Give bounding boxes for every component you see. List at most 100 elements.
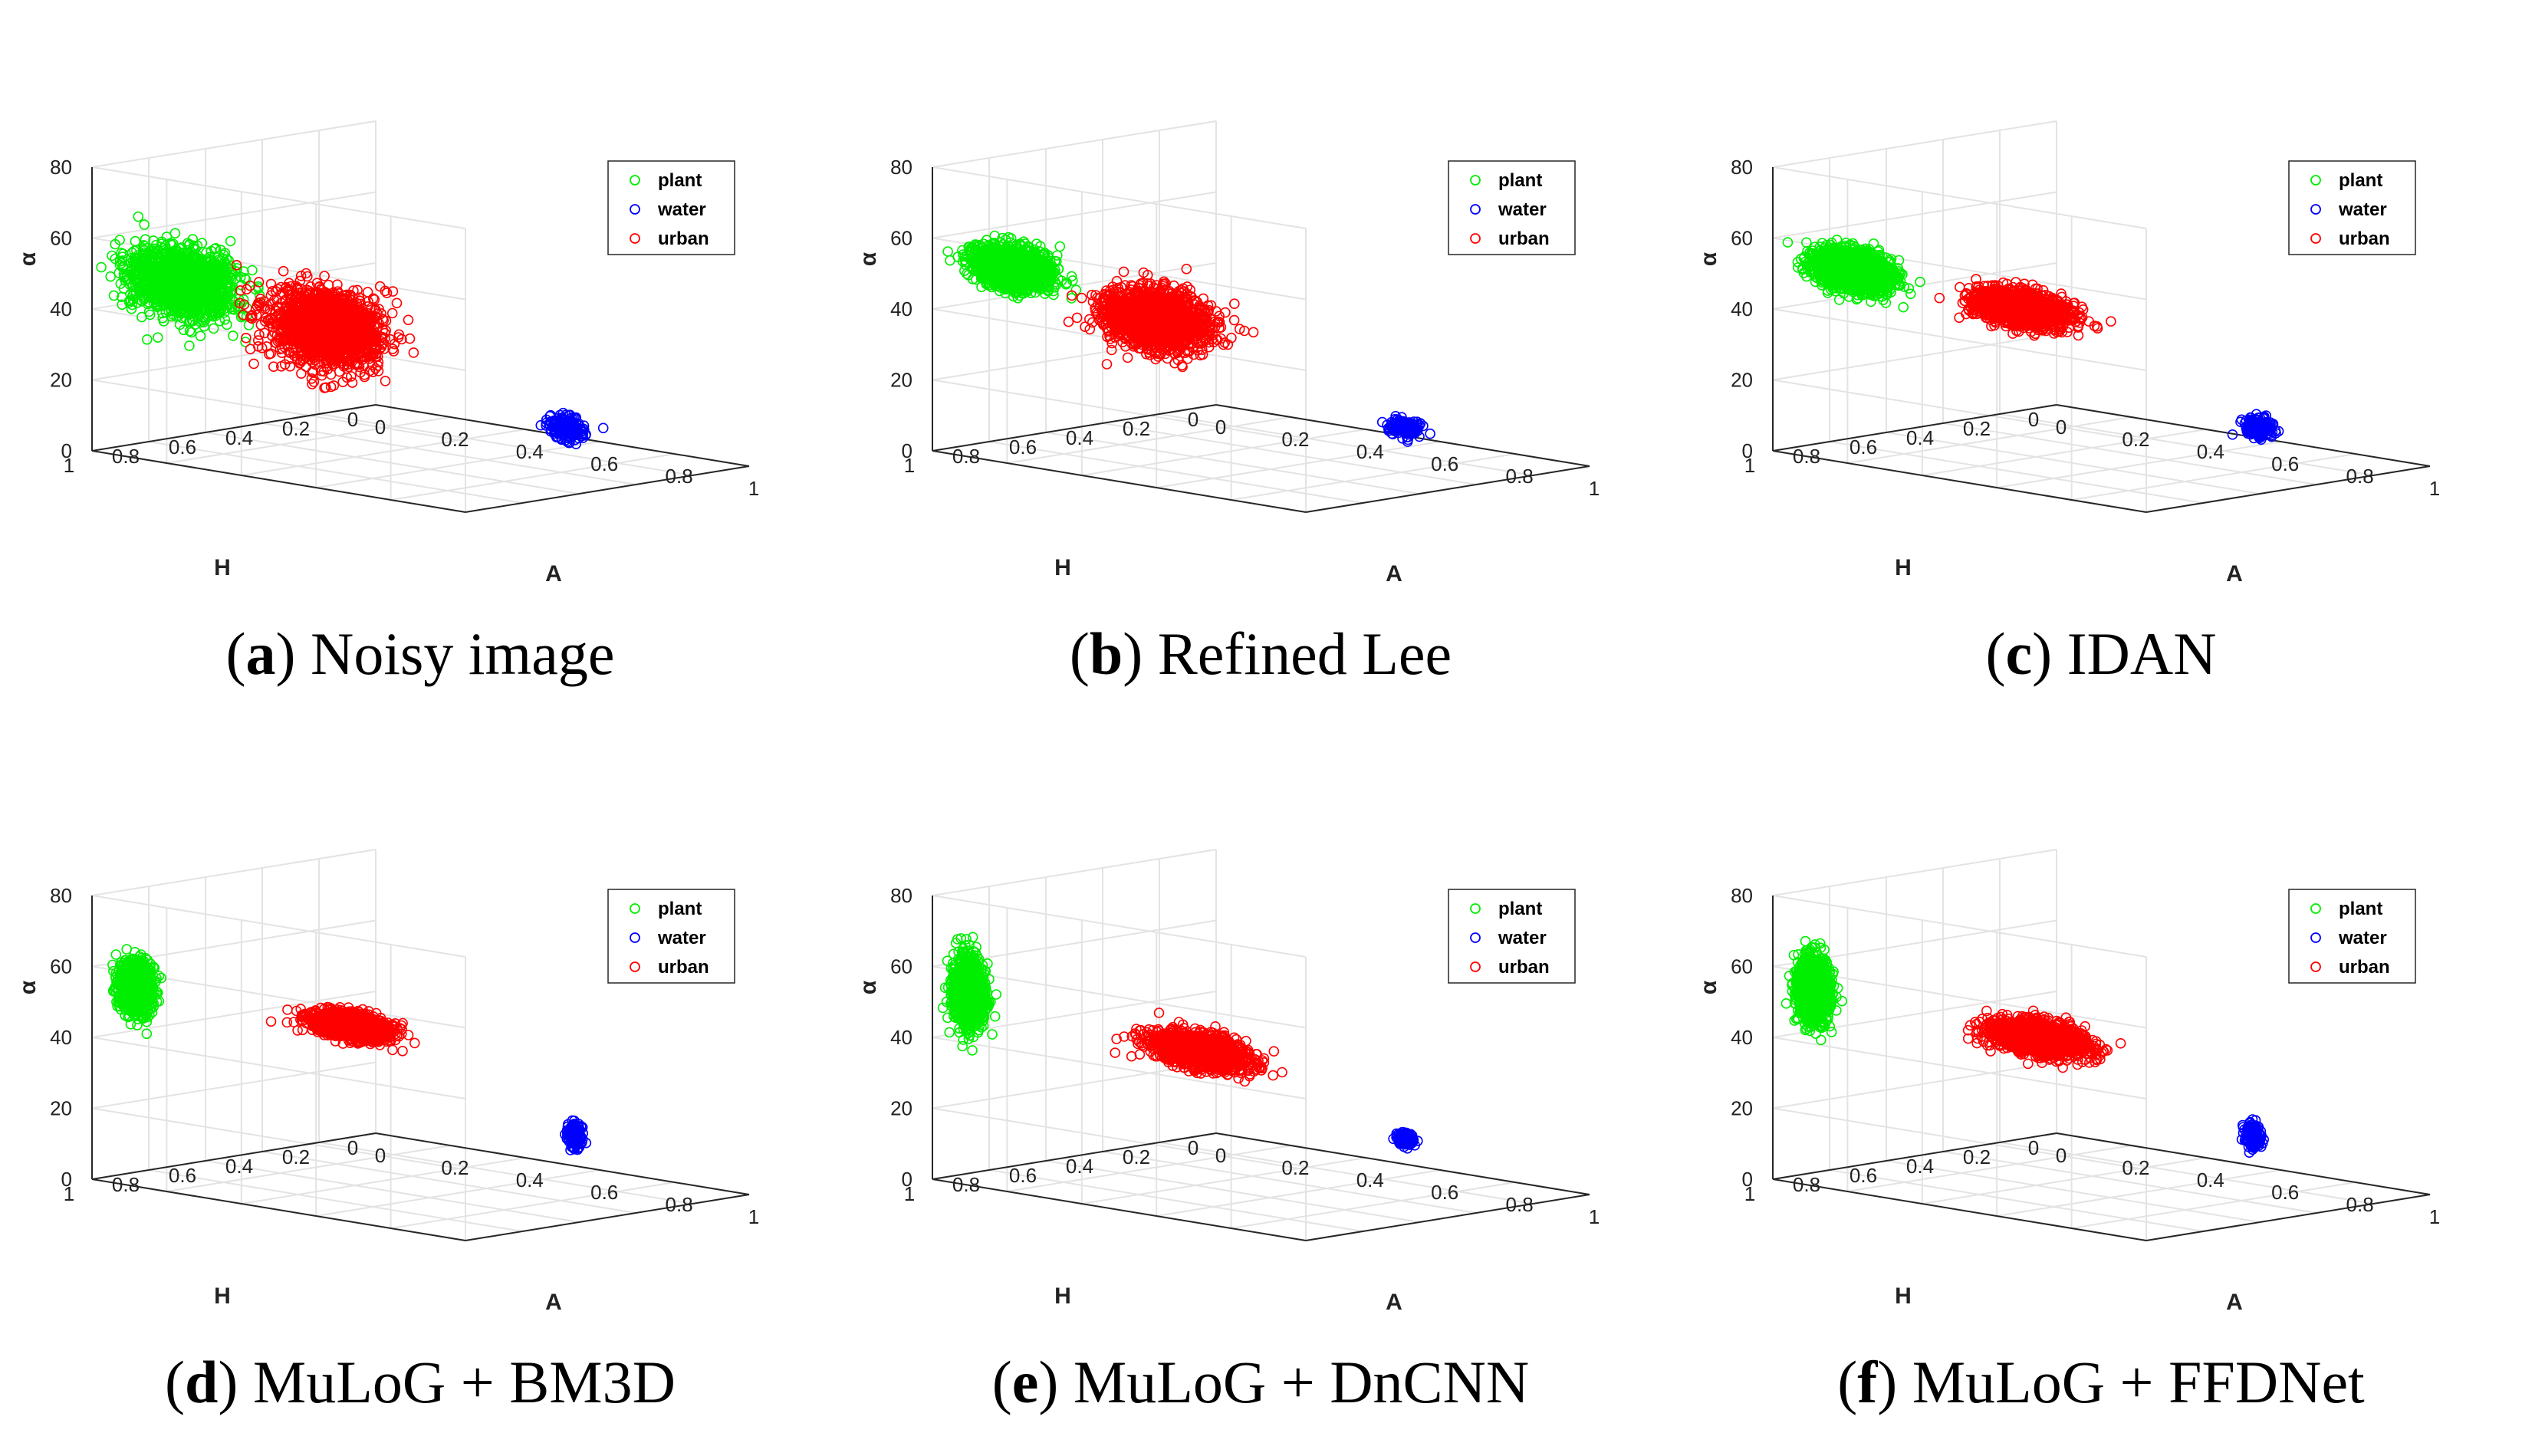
data-point-urban bbox=[278, 336, 288, 347]
data-point-urban bbox=[370, 318, 380, 330]
legend-marker-water bbox=[630, 204, 640, 215]
data-point-plant bbox=[171, 307, 182, 317]
axis-line bbox=[465, 465, 750, 513]
data-point-plant bbox=[226, 304, 238, 315]
data-point-urban bbox=[311, 294, 322, 306]
data-point-urban bbox=[264, 349, 275, 360]
data-point-plant bbox=[207, 274, 219, 285]
data-point-plant bbox=[1066, 271, 1077, 282]
grid-line bbox=[316, 441, 600, 488]
data-point-urban bbox=[370, 349, 381, 360]
data-point-plant bbox=[183, 239, 195, 251]
data-point-urban bbox=[252, 340, 264, 352]
data-point-plant bbox=[205, 300, 215, 311]
data-point-water bbox=[565, 432, 576, 443]
data-point-plant bbox=[225, 235, 236, 247]
series-water bbox=[535, 407, 609, 449]
z-tick-label: 20 bbox=[890, 369, 912, 392]
grid-line bbox=[91, 191, 376, 239]
data-point-plant bbox=[107, 250, 117, 261]
data-point-urban bbox=[259, 327, 270, 339]
data-point-plant bbox=[178, 324, 189, 336]
data-point-urban bbox=[271, 317, 283, 329]
grid-line bbox=[166, 416, 451, 464]
data-point-plant bbox=[135, 265, 146, 276]
legend-marker-urban bbox=[630, 233, 640, 244]
data-point-urban bbox=[241, 284, 252, 295]
data-point-urban bbox=[343, 347, 354, 359]
data-point-urban bbox=[319, 271, 330, 281]
data-point-plant bbox=[133, 211, 144, 222]
data-point-plant bbox=[146, 276, 157, 288]
data-point-plant bbox=[136, 296, 148, 307]
data-point-plant bbox=[139, 219, 150, 230]
z-tick-label: 80 bbox=[50, 156, 72, 179]
data-point-urban bbox=[288, 320, 298, 331]
x-tick-label: 0.2 bbox=[1281, 428, 1309, 451]
data-point-plant bbox=[196, 268, 206, 279]
data-point-plant bbox=[150, 299, 162, 310]
data-point-plant bbox=[195, 330, 206, 342]
z-axis-label: α bbox=[15, 251, 41, 266]
data-point-urban bbox=[285, 281, 297, 292]
data-point-urban bbox=[344, 291, 356, 302]
data-point-plant bbox=[147, 262, 158, 274]
data-point-plant bbox=[176, 298, 187, 309]
x-tick-label: 0 bbox=[1215, 416, 1226, 439]
data-point-plant bbox=[174, 288, 185, 299]
data-point-urban bbox=[337, 324, 349, 335]
data-point-plant bbox=[153, 332, 163, 343]
data-point-plant bbox=[167, 271, 179, 282]
data-point-urban bbox=[280, 294, 291, 306]
data-point-water bbox=[561, 421, 572, 432]
data-point-plant bbox=[140, 234, 151, 245]
x-axis-label: A bbox=[545, 561, 562, 587]
data-point-urban bbox=[291, 302, 303, 314]
data-point-urban bbox=[290, 307, 301, 318]
data-point-plant bbox=[130, 280, 141, 291]
data-point-plant bbox=[220, 285, 232, 296]
data-point-urban bbox=[245, 280, 256, 291]
axis-line bbox=[91, 404, 376, 452]
data-point-urban bbox=[363, 307, 373, 319]
data-point-urban bbox=[265, 304, 276, 316]
data-point-urban bbox=[327, 359, 338, 370]
data-point-urban bbox=[301, 268, 312, 279]
data-point-urban bbox=[278, 265, 289, 277]
z-tick-label: 60 bbox=[50, 227, 72, 250]
grid-line bbox=[932, 166, 1307, 229]
data-point-plant bbox=[174, 281, 186, 291]
data-point-urban bbox=[393, 329, 405, 340]
data-point-urban bbox=[335, 355, 347, 366]
legend-label-water: water bbox=[657, 199, 706, 220]
data-point-urban bbox=[338, 330, 350, 342]
data-point-plant bbox=[1051, 250, 1063, 261]
data-point-plant bbox=[138, 240, 150, 251]
data-point-urban bbox=[248, 358, 259, 370]
data-point-plant bbox=[108, 290, 120, 301]
data-point-urban bbox=[351, 309, 362, 320]
data-point-plant bbox=[231, 266, 242, 278]
data-point-plant bbox=[203, 264, 215, 275]
data-point-plant bbox=[155, 242, 166, 252]
grid-line bbox=[932, 191, 1217, 239]
data-point-plant bbox=[222, 319, 232, 330]
data-point-plant bbox=[240, 337, 251, 347]
y-tick-label: 0.4 bbox=[225, 426, 253, 449]
data-point-urban bbox=[341, 372, 353, 383]
x-tick-label: 0.8 bbox=[666, 465, 693, 488]
z-tick-label: 0 bbox=[61, 439, 72, 462]
data-point-urban bbox=[320, 382, 331, 393]
data-point-urban bbox=[292, 329, 303, 340]
data-point-urban bbox=[321, 323, 333, 334]
grid-line bbox=[1156, 441, 1441, 488]
data-point-urban bbox=[238, 309, 249, 320]
data-point-plant bbox=[247, 265, 258, 276]
data-point-urban bbox=[299, 321, 311, 333]
data-point-urban bbox=[403, 314, 414, 326]
data-point-urban bbox=[387, 286, 399, 297]
data-point-urban bbox=[235, 285, 246, 296]
data-point-plant bbox=[96, 261, 107, 273]
data-point-urban bbox=[271, 319, 282, 330]
